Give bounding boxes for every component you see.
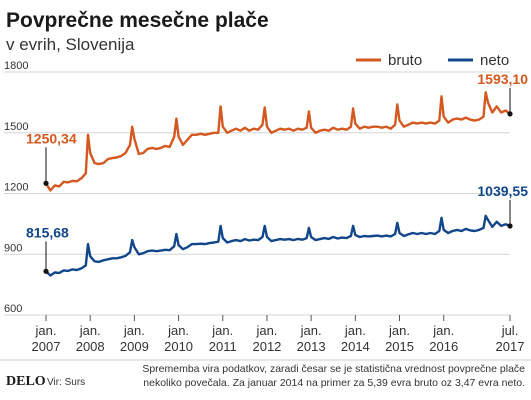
series-lines — [44, 91, 512, 277]
chart-subtitle: v evrih, Slovenija — [6, 35, 135, 54]
annotation-label-neto: 815,68 — [26, 224, 69, 240]
y-tick-label: 1500 — [4, 121, 28, 133]
x-tick-label-month: jul. — [501, 323, 519, 338]
value-annotations: 1250,34 1593,10 815,68 1039,55 — [26, 71, 528, 274]
x-tick-label-year: 2010 — [164, 339, 193, 354]
x-tick-label-year: 2015 — [385, 339, 414, 354]
annotation-dot — [507, 111, 513, 117]
x-tick-label-month: jan. — [432, 323, 454, 338]
annotation-dot — [507, 223, 513, 229]
x-tick-label-year: 2008 — [76, 339, 105, 354]
x-tick-label-year: 2014 — [341, 339, 370, 354]
x-tick-label-year: 2016 — [429, 339, 458, 354]
legend-label-neto: neto — [480, 52, 509, 69]
x-axis-ticks: jan.2007jan.2008jan.2009jan.2010jan.2011… — [32, 315, 525, 354]
x-tick-label-year: 2012 — [252, 339, 281, 354]
gridlines — [4, 71, 510, 316]
source-text: Vir: Surs — [47, 377, 85, 388]
annotation-label-bruto: 1250,34 — [26, 130, 77, 146]
annotation-dot — [43, 268, 49, 274]
footer: DELO Vir: Surs Sprememba vira podatkov, … — [0, 359, 531, 389]
x-tick-label-month: jan. — [388, 323, 410, 338]
x-tick-label-month: jan. — [300, 323, 322, 338]
legend: bruto neto — [356, 52, 509, 69]
chart-title: Povprečne mesečne plače — [6, 9, 269, 32]
x-tick-label-month: jan. — [79, 323, 101, 338]
x-tick-label-month: jan. — [344, 323, 366, 338]
y-axis-ticks: 600 900 1200 1500 1800 — [4, 60, 28, 315]
x-tick-label-month: jan. — [167, 323, 189, 338]
y-tick-label: 1200 — [4, 182, 28, 194]
delo-logo: DELO — [6, 374, 46, 389]
x-tick-label-month: jan. — [123, 323, 145, 338]
y-tick-label: 1800 — [4, 60, 28, 72]
series-line-bruto — [44, 91, 512, 192]
series-line-neto — [44, 214, 512, 277]
x-tick-label-year: 2017 — [496, 339, 525, 354]
x-tick-label-year: 2011 — [209, 339, 237, 354]
footnote-line-1: Sprememba vira podatkov, zaradi česar se… — [142, 363, 525, 375]
x-tick-label-month: jan. — [35, 323, 57, 338]
annotation-label-neto: 1039,55 — [477, 183, 528, 199]
y-tick-label: 900 — [4, 242, 22, 254]
x-tick-label-year: 2013 — [297, 339, 326, 354]
legend-label-bruto: bruto — [388, 52, 422, 69]
x-tick-label-month: jan. — [211, 323, 233, 338]
footnote-line-2: nekoliko povečala. Za januar 2014 na pri… — [143, 377, 525, 389]
x-tick-label-year: 2009 — [120, 339, 149, 354]
x-tick-label-month: jan. — [255, 323, 277, 338]
x-tick-label-year: 2007 — [32, 339, 61, 354]
y-tick-label: 600 — [4, 303, 22, 315]
annotation-dot — [43, 180, 49, 186]
annotation-label-bruto: 1593,10 — [477, 71, 528, 87]
